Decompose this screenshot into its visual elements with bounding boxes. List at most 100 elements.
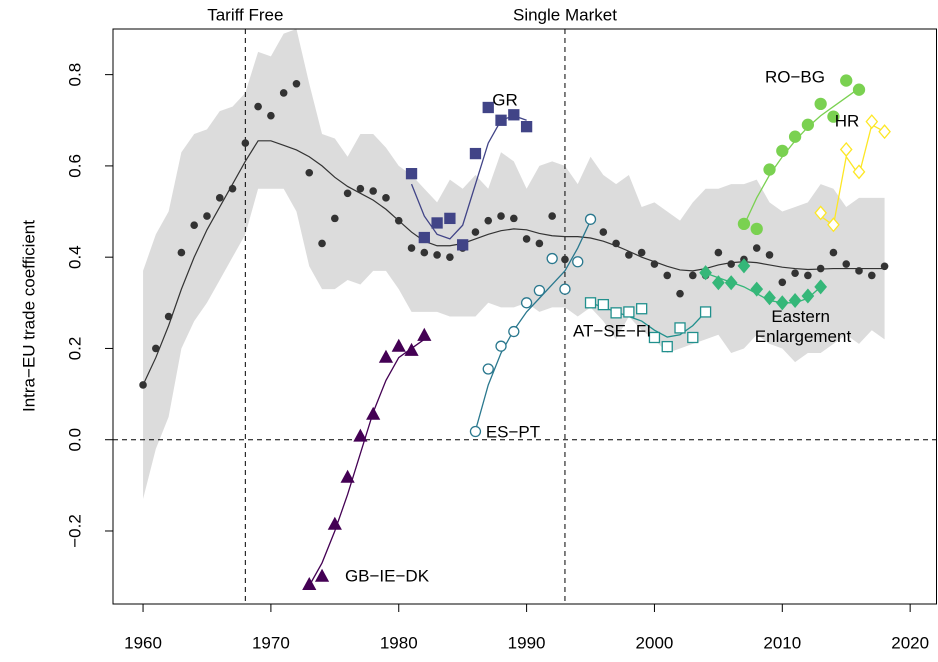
data-point bbox=[314, 568, 330, 582]
data-point bbox=[724, 275, 738, 291]
data-point bbox=[495, 114, 507, 126]
data-point bbox=[420, 248, 429, 257]
data-point bbox=[584, 213, 597, 225]
data-point bbox=[203, 212, 211, 220]
data-point bbox=[752, 244, 761, 252]
data-point bbox=[625, 251, 633, 259]
data-point bbox=[648, 331, 661, 344]
data-point bbox=[164, 312, 173, 321]
data-point bbox=[292, 79, 301, 88]
data-point bbox=[508, 109, 520, 121]
x-tick-label: 2000 bbox=[636, 633, 674, 652]
data-point bbox=[699, 265, 712, 281]
data-point bbox=[484, 216, 493, 225]
data-point bbox=[391, 338, 406, 352]
fit-line bbox=[705, 272, 822, 304]
data-point bbox=[177, 248, 186, 257]
data-point bbox=[699, 306, 712, 318]
data-point bbox=[561, 255, 569, 264]
data-point bbox=[559, 283, 571, 295]
data-point bbox=[535, 239, 544, 248]
x-tick-label: 1980 bbox=[380, 633, 418, 652]
series-label: GB−IE−DK bbox=[345, 566, 430, 585]
data-point bbox=[382, 194, 390, 202]
data-point bbox=[497, 212, 505, 220]
data-point bbox=[712, 275, 725, 291]
data-point bbox=[572, 256, 584, 268]
data-point bbox=[522, 235, 531, 243]
data-point bbox=[599, 228, 608, 236]
x-tick-label: 2020 bbox=[891, 633, 929, 652]
event-label: Tariff Free bbox=[207, 5, 283, 24]
data-point bbox=[279, 89, 288, 97]
data-point bbox=[788, 293, 802, 309]
data-point bbox=[623, 306, 635, 318]
data-point bbox=[676, 289, 684, 298]
data-point bbox=[637, 248, 646, 257]
data-point bbox=[827, 110, 840, 123]
data-point bbox=[508, 325, 520, 338]
series-label: ES−PT bbox=[486, 422, 540, 441]
data-point bbox=[533, 284, 546, 297]
plot-area bbox=[113, 29, 937, 604]
data-point bbox=[804, 271, 812, 280]
data-point bbox=[737, 217, 751, 231]
data-point bbox=[457, 239, 469, 251]
data-point bbox=[650, 260, 659, 268]
data-point bbox=[814, 97, 827, 110]
data-point bbox=[152, 344, 160, 353]
data-point bbox=[418, 231, 430, 244]
data-point bbox=[855, 267, 863, 275]
x-tick-label: 1990 bbox=[508, 633, 546, 652]
data-point bbox=[814, 205, 828, 221]
data-point bbox=[394, 216, 403, 225]
x-tick-label: 2010 bbox=[763, 633, 801, 652]
data-point bbox=[482, 363, 494, 375]
data-point bbox=[689, 271, 697, 280]
data-point bbox=[446, 253, 454, 261]
data-point bbox=[331, 214, 339, 223]
data-point bbox=[366, 406, 381, 420]
plot-frame bbox=[112, 28, 937, 605]
data-point bbox=[878, 124, 891, 140]
data-point bbox=[763, 163, 776, 176]
y-tick-label: 0.4 bbox=[65, 245, 84, 269]
data-point bbox=[852, 83, 866, 96]
data-point bbox=[714, 248, 723, 257]
y-tick-label: 0.0 bbox=[65, 428, 84, 452]
data-point bbox=[763, 290, 776, 306]
data-point bbox=[610, 307, 622, 319]
data-point bbox=[369, 187, 377, 195]
data-point bbox=[775, 295, 789, 311]
fit-line bbox=[590, 302, 707, 338]
y-tick-label: −0.2 bbox=[65, 514, 84, 548]
data-point bbox=[356, 184, 365, 193]
data-point bbox=[674, 322, 686, 334]
series-label: RO−BG bbox=[765, 67, 825, 86]
data-point bbox=[827, 217, 840, 233]
data-point bbox=[495, 340, 507, 352]
data-point bbox=[343, 189, 352, 198]
data-point bbox=[241, 139, 250, 147]
data-point bbox=[139, 381, 147, 389]
data-point bbox=[788, 130, 802, 143]
data-point bbox=[302, 576, 317, 590]
data-point bbox=[433, 251, 441, 259]
data-point bbox=[791, 269, 799, 277]
series-label: AT−SE−FI bbox=[573, 321, 651, 340]
data-point bbox=[636, 303, 648, 315]
data-point bbox=[520, 121, 533, 133]
data-point bbox=[880, 262, 889, 271]
data-point bbox=[548, 212, 556, 220]
data-point bbox=[727, 260, 735, 268]
data-point bbox=[471, 228, 480, 236]
confidence-band bbox=[143, 29, 885, 500]
data-point bbox=[469, 147, 482, 160]
data-point bbox=[776, 144, 789, 157]
x-tick-label: 1970 bbox=[252, 633, 290, 652]
data-point bbox=[661, 340, 673, 353]
fit-line bbox=[308, 338, 425, 587]
data-point bbox=[318, 239, 326, 248]
fit-line bbox=[474, 220, 592, 431]
